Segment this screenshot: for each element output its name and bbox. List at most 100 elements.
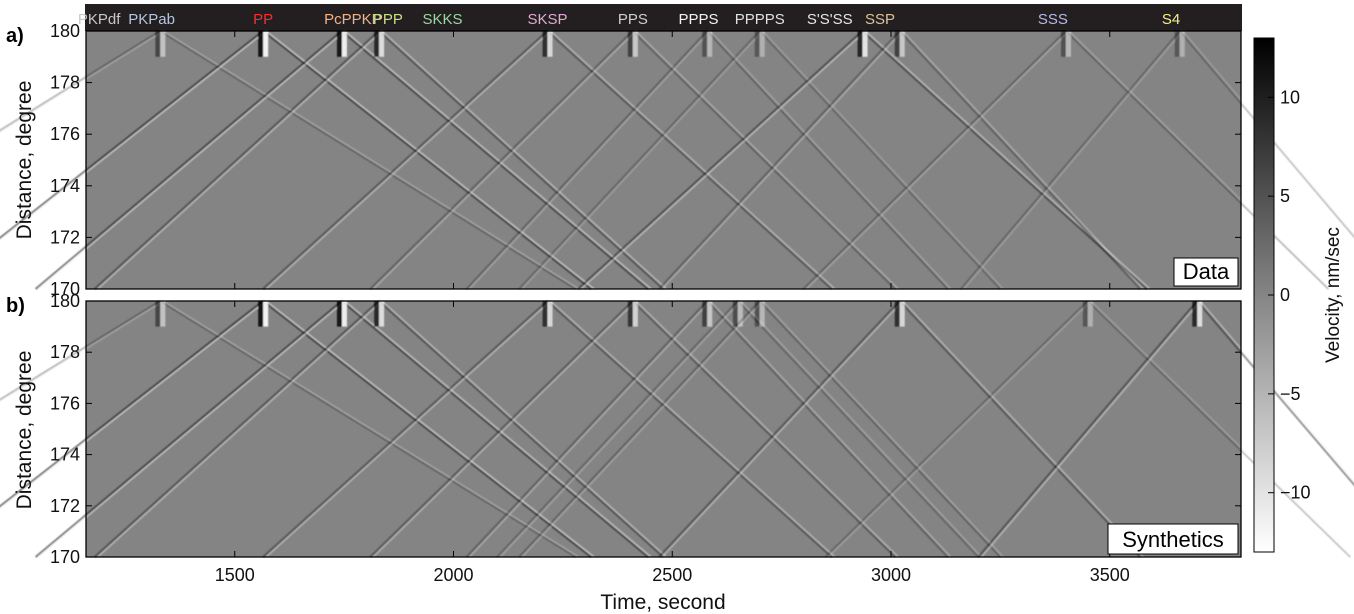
- panel-synthetics-frame: [85, 300, 1242, 558]
- arrival-focus-dark: [258, 31, 264, 57]
- arrival-focus-light: [632, 31, 638, 57]
- phase-label: PPPS: [678, 11, 718, 28]
- arrival-branch-r-halo: [709, 30, 952, 290]
- y-tick-label: 178: [50, 342, 80, 362]
- arrival-focus-dark: [627, 301, 633, 327]
- arrival-branch-r: [737, 300, 980, 558]
- x-tick-label: 3000: [871, 565, 911, 585]
- arrival-focus-light: [632, 301, 638, 327]
- phase-label: SKSP: [528, 11, 568, 28]
- arrival-focus-dark: [627, 31, 633, 57]
- arrival-branch-r: [706, 300, 949, 558]
- y-tick-label: 180: [50, 291, 80, 311]
- arrival-branch-l-halo: [521, 300, 764, 558]
- arrival-branch-r-halo: [344, 300, 652, 558]
- arrival-branch-l: [960, 30, 1181, 290]
- arrival-branch-r: [758, 30, 1002, 290]
- arrival-branch-l: [369, 300, 634, 558]
- arrival-branch-l-halo: [372, 30, 637, 290]
- arrival-branch-l-halo: [827, 300, 1092, 558]
- phase-label: PP: [253, 11, 273, 28]
- arrival-focus-dark: [732, 301, 738, 327]
- phase-label: SSP: [865, 11, 895, 28]
- panel-tag-box: Data: [1173, 257, 1239, 287]
- phase-label: SKKS: [423, 11, 463, 28]
- arrival-focus-dark: [894, 31, 900, 57]
- arrival-focus-dark: [1082, 301, 1088, 327]
- arrival-branch-r: [632, 30, 897, 290]
- arrival-branch-r: [378, 30, 665, 290]
- panel-data-frame: [85, 30, 1242, 290]
- phase-label: PPS: [618, 11, 648, 28]
- phase-label: SSS: [1038, 11, 1068, 28]
- arrival-branch-r: [758, 300, 1002, 558]
- colorbar-tick-label: 0: [1280, 285, 1290, 305]
- arrival-focus-dark: [374, 31, 380, 57]
- arrival-focus-light: [899, 31, 905, 57]
- arrival-focus-light: [1066, 31, 1071, 57]
- arrival-branch-l-halo: [0, 300, 267, 510]
- arrival-branch-l: [262, 30, 549, 290]
- arrival-focus-dark: [374, 301, 380, 327]
- colorbar-tick-label: −10: [1280, 483, 1311, 503]
- arrival-branch-l-halo: [372, 300, 637, 558]
- arrival-branch-r-halo: [550, 300, 836, 558]
- arrival-branch-r-halo: [381, 30, 668, 290]
- arrival-branch-r: [706, 30, 949, 290]
- arrival-branch-r: [1178, 30, 1354, 239]
- arrival-branch-r-halo: [635, 30, 899, 290]
- arrival-branch-l: [0, 300, 264, 508]
- y-tick-label: 172: [50, 496, 80, 516]
- arrival-branch-r-halo: [762, 30, 1004, 290]
- x-tick-label: 2500: [652, 565, 692, 585]
- x-tick-label: 3500: [1090, 565, 1130, 585]
- arrival-branch-l: [658, 300, 901, 558]
- colorbar: 10 5 0 −5 −10 Velocity, nm/sec: [1253, 37, 1344, 553]
- arrival-branch-r-halo: [902, 30, 1144, 290]
- x-tick-label: 2000: [433, 565, 473, 585]
- arrival-focus-light: [160, 31, 166, 57]
- arrival-branch-l-halo: [499, 300, 742, 558]
- arrival-branch-l: [577, 30, 864, 290]
- phase-label: S4: [1162, 11, 1180, 28]
- y-axis-title: Distance, degree: [13, 81, 36, 240]
- arrival-branch-l: [465, 300, 709, 558]
- arrival-branch-l: [262, 300, 549, 558]
- arrival-branch-r: [341, 30, 649, 290]
- phase-label: PKPdf: [78, 11, 121, 28]
- arrival-branch-l-halo: [963, 30, 1184, 290]
- arrival-branch-l: [369, 30, 634, 290]
- arrival-branch-l: [802, 30, 1067, 290]
- y-tick-label: 170: [50, 547, 80, 567]
- arrival-branch-r-halo: [762, 300, 1004, 558]
- panel-synthetics-background: [86, 301, 1241, 557]
- panel-data-background: [86, 31, 1241, 289]
- arrival-branch-r-halo: [344, 30, 652, 290]
- arrival-branch-l-halo: [265, 30, 552, 290]
- panel-data-x-ticks: [234, 31, 1111, 289]
- arrival-branch-r: [632, 300, 897, 558]
- arrival-branch-l-halo: [661, 300, 904, 558]
- arrival-focus-light: [547, 31, 553, 57]
- phase-header-bar: [85, 4, 1242, 31]
- arrival-branch-r: [341, 300, 649, 558]
- arrival-focus-dark: [1192, 301, 1198, 327]
- panel-data-y-axis: 170 172 174 176 178 180: [50, 21, 1241, 299]
- phase-label: S'S'SS: [807, 11, 853, 28]
- arrival-branch-r-halo: [1199, 300, 1354, 483]
- arrival-focus-dark: [857, 31, 863, 57]
- arrival-focus-dark: [1061, 31, 1066, 57]
- arrival-focus-light: [759, 301, 765, 327]
- arrival-focus-dark: [702, 31, 708, 57]
- arrival-branch-l-halo: [97, 300, 383, 558]
- arrival-branch-r: [262, 30, 592, 290]
- y-tick-label: 176: [50, 393, 80, 413]
- panel-letter: b): [6, 295, 25, 317]
- arrival-branch-l-halo: [0, 30, 164, 134]
- arrival-branch-l-halo: [0, 30, 267, 242]
- panel-data: 170 172 174 176 178 180 a) Distance, degree D…: [0, 21, 1354, 299]
- arrival-branch-r-halo: [265, 30, 595, 290]
- arrival-focus-light: [160, 301, 166, 327]
